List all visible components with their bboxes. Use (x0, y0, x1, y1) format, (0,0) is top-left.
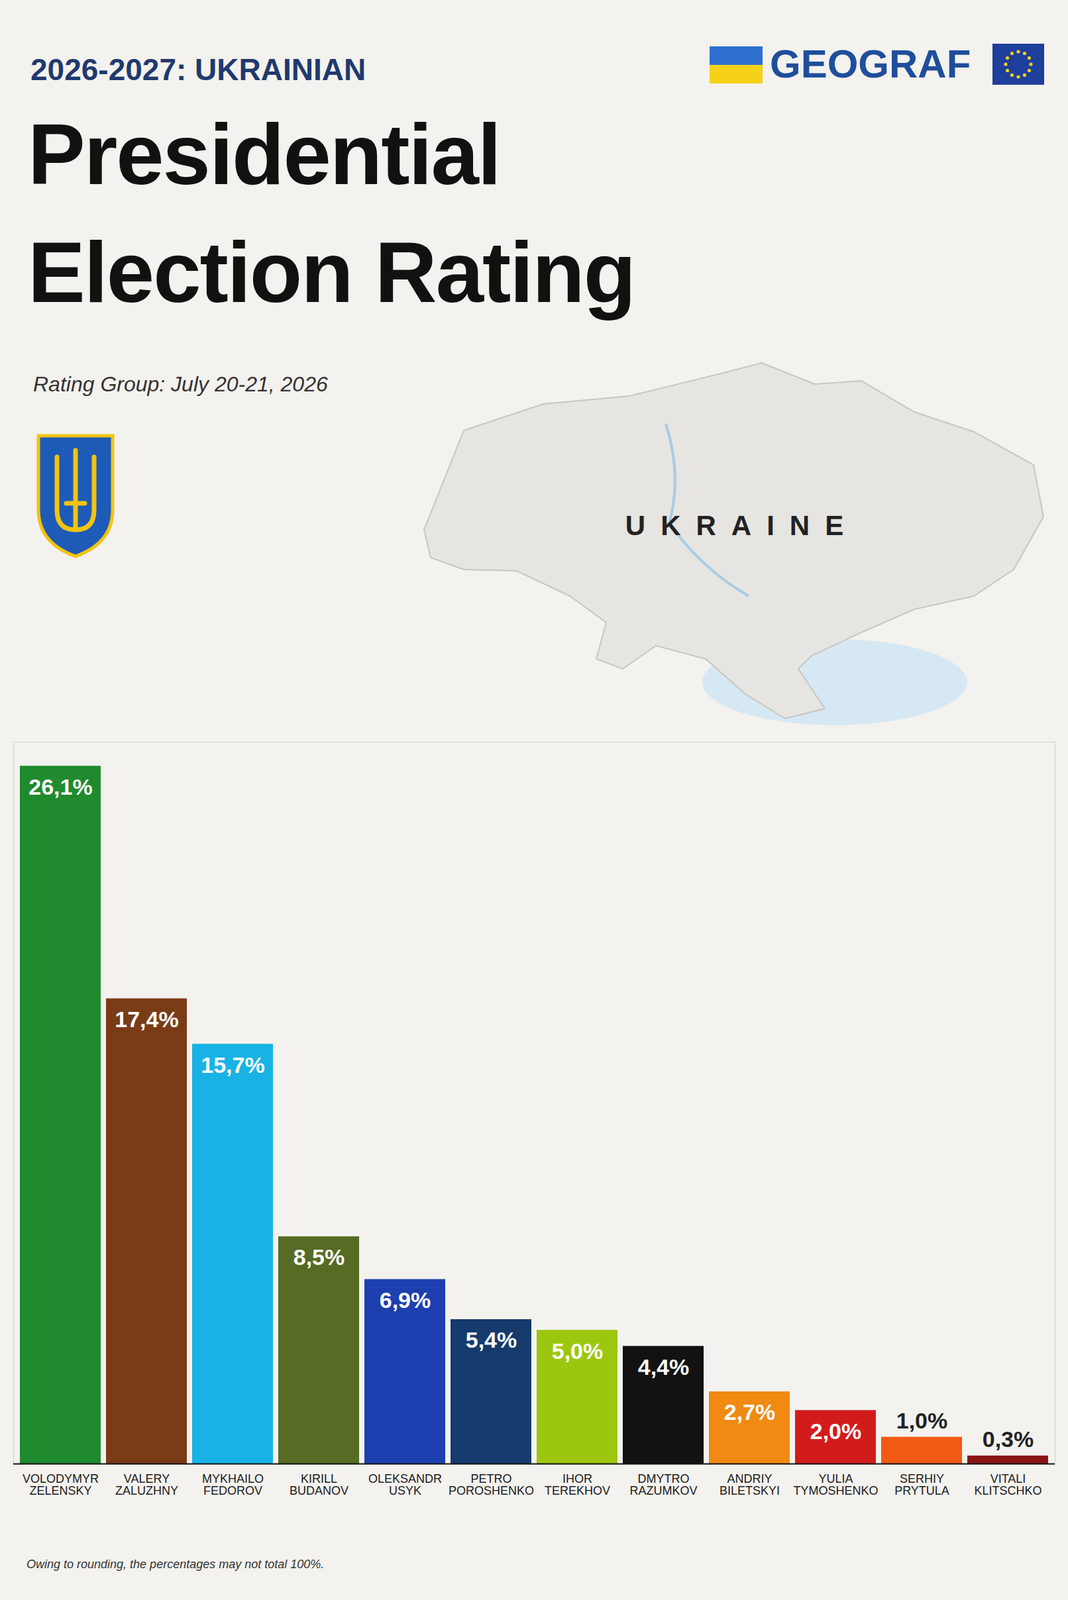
svg-text:PETROPOROSHENKO: PETROPOROSHENKO (448, 1472, 534, 1498)
html-text:GEOGRAF: GEOGRAF (769, 41, 971, 87)
svg-text:YULIATYMOSHENKO: YULIATYMOSHENKO (793, 1472, 878, 1498)
svg-text:VITALIKLITSCHKO: VITALIKLITSCHKO (973, 1472, 1042, 1498)
svg-text:6,9%: 6,9% (379, 1287, 432, 1314)
svg-text:2,0%: 2,0% (810, 1419, 862, 1445)
svg-text:4,4%: 4,4% (638, 1354, 690, 1381)
svg-text:DMYTRORAZUMKOV: DMYTRORAZUMKOV (629, 1472, 697, 1498)
html-text:Election Rating: Election Rating (27, 223, 635, 321)
svg-text:KIRILLBUDANOV: KIRILLBUDANOV (289, 1472, 349, 1498)
html-text:Rating Group: July 20-21, 2026: Rating Group: July 20-21, 2026 (33, 372, 328, 397)
svg-text:2,7%: 2,7% (724, 1399, 776, 1426)
svg-text:MYKHAILOFEDOROV: MYKHAILOFEDOROV (202, 1472, 264, 1498)
svg-text:UKRAINE: UKRAINE (625, 510, 859, 542)
svg-text:IHORTEREKHOV: IHORTEREKHOV (544, 1472, 611, 1498)
svg-text:SERHIYPRYTULA: SERHIYPRYTULA (894, 1472, 950, 1498)
svg-text:ANDRIYBILETSKYI: ANDRIYBILETSKYI (719, 1472, 780, 1498)
svg-text:26,1%: 26,1% (28, 774, 93, 800)
html-text:Presidential: Presidential (27, 106, 501, 203)
svg-text:0,3%: 0,3% (982, 1427, 1035, 1453)
svg-text:5,0%: 5,0% (551, 1338, 604, 1365)
svg-text:17,4%: 17,4% (114, 1007, 179, 1033)
svg-text:8,5%: 8,5% (293, 1244, 346, 1271)
svg-text:VALERYZALUZHNY: VALERYZALUZHNY (115, 1472, 179, 1498)
svg-text:VOLODYMYRZELENSKY: VOLODYMYRZELENSKY (22, 1472, 99, 1498)
svg-text:OLEKSANDRUSYK: OLEKSANDRUSYK (368, 1472, 442, 1498)
html-text:Owing to rounding, the percent: Owing to rounding, the percentages may n… (26, 1558, 325, 1572)
svg-text:1,0%: 1,0% (896, 1408, 949, 1434)
svg-text:5,4%: 5,4% (465, 1327, 518, 1353)
html-text:2026-2027: UKRAINIAN: 2026-2027: UKRAINIAN (30, 52, 366, 87)
svg-text:15,7%: 15,7% (200, 1052, 265, 1078)
